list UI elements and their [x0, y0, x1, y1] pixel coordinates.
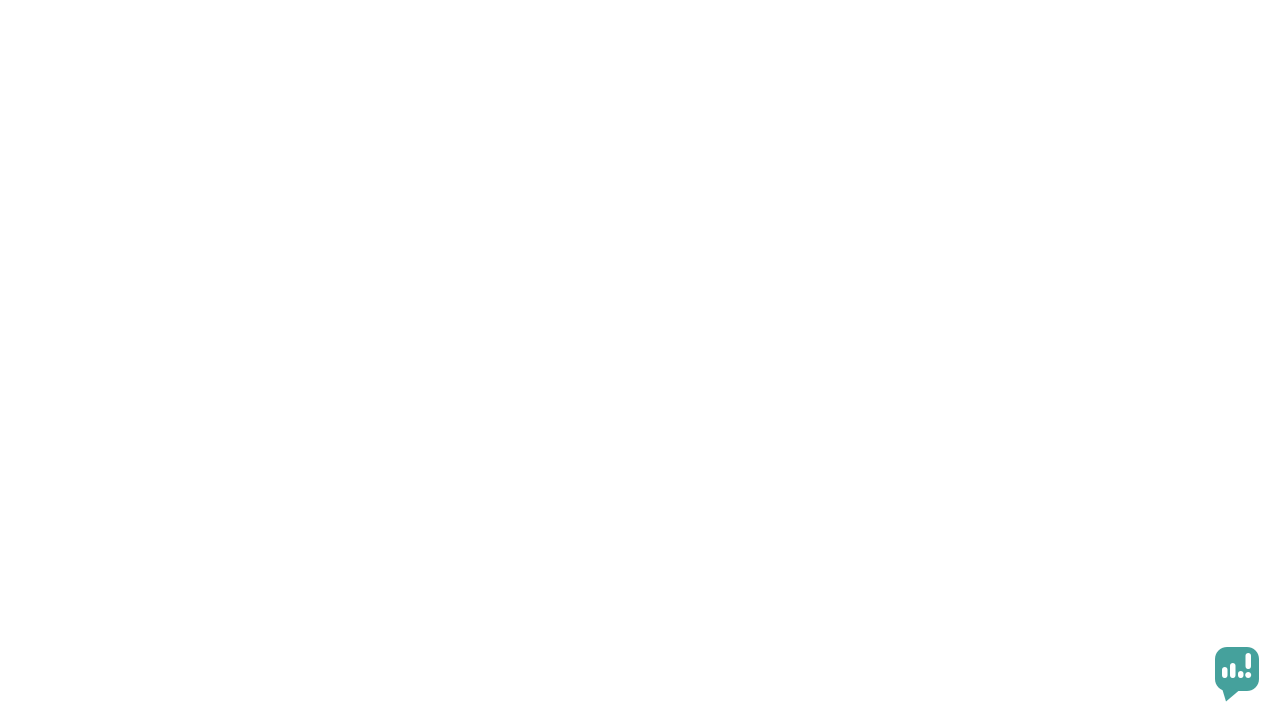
newsworthy-chart-bubble-icon	[1215, 647, 1259, 702]
newsworthy-logo	[1213, 645, 1272, 702]
